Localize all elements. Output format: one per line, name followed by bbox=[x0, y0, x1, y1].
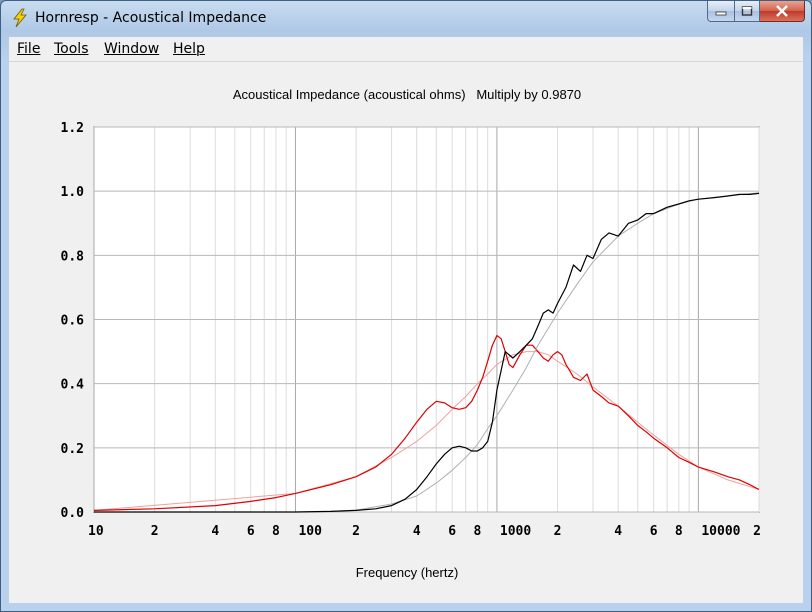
x-tick-label: 8 bbox=[272, 524, 280, 539]
x-tick-label: 100 bbox=[298, 524, 322, 539]
x-tick-labels: 10 2 4 6 8 100 2 4 6 8 1000 2 4 6 8 10000 2 bbox=[88, 524, 761, 539]
menu-bar: File Tools Window Help bbox=[9, 37, 803, 62]
y-tick-label: 1.2 bbox=[61, 121, 84, 136]
x-tick-label: 2 bbox=[352, 524, 360, 539]
x-tick-label: 2 bbox=[753, 524, 761, 539]
window-title: Hornresp - Acoustical Impedance bbox=[35, 10, 267, 26]
y-tick-label: 1.0 bbox=[61, 185, 85, 200]
menu-window[interactable]: Window bbox=[104, 41, 160, 57]
y-tick-label: 0.4 bbox=[61, 378, 85, 393]
menu-file[interactable]: File bbox=[17, 41, 41, 57]
maximize-button[interactable] bbox=[735, 1, 760, 22]
x-tick-label: 2 bbox=[151, 524, 159, 539]
x-tick-label: 4 bbox=[211, 524, 219, 539]
menu-tools[interactable]: Tools bbox=[54, 41, 89, 57]
caption-buttons bbox=[707, 1, 805, 23]
x-tick-label: 10 bbox=[88, 524, 104, 539]
y-tick-label: 0.6 bbox=[61, 314, 85, 329]
y-tick-label: 0.0 bbox=[61, 506, 85, 521]
minimize-icon bbox=[715, 11, 727, 16]
x-tick-label: 6 bbox=[448, 524, 456, 539]
lightning-bolt-icon bbox=[13, 8, 27, 28]
maximize-icon bbox=[741, 6, 753, 16]
x-tick-label: 2 bbox=[554, 524, 562, 539]
close-button[interactable] bbox=[760, 1, 805, 22]
grid-lines bbox=[93, 126, 760, 513]
close-icon bbox=[776, 5, 788, 17]
x-tick-label: 8 bbox=[675, 524, 683, 539]
x-tick-label: 8 bbox=[473, 524, 481, 539]
x-tick-label: 4 bbox=[614, 524, 622, 539]
x-axis-label: Frequency (hertz) bbox=[356, 565, 459, 580]
x-tick-label: 6 bbox=[650, 524, 658, 539]
impedance-chart: Acoustical Impedance (acoustical ohms) M… bbox=[61, 87, 761, 580]
x-tick-label: 6 bbox=[247, 524, 255, 539]
chart-title: Acoustical Impedance (acoustical ohms) M… bbox=[233, 87, 581, 102]
x-tick-label: 4 bbox=[413, 524, 421, 539]
chart-area: Acoustical Impedance (acoustical ohms) M… bbox=[9, 62, 803, 603]
y-tick-labels: 0.0 0.2 0.4 0.6 0.8 1.0 1.2 bbox=[61, 121, 85, 521]
title-bar[interactable]: Hornresp - Acoustical Impedance bbox=[1, 1, 811, 35]
minimize-button[interactable] bbox=[707, 1, 735, 22]
y-tick-label: 0.2 bbox=[61, 442, 84, 457]
series-group bbox=[93, 192, 760, 513]
x-tick-label: 10000 bbox=[701, 524, 740, 539]
x-tick-label: 1000 bbox=[500, 524, 531, 539]
series-line bbox=[93, 351, 760, 511]
series-line bbox=[94, 192, 760, 513]
menu-help[interactable]: Help bbox=[173, 41, 205, 57]
y-tick-label: 0.8 bbox=[61, 249, 85, 264]
